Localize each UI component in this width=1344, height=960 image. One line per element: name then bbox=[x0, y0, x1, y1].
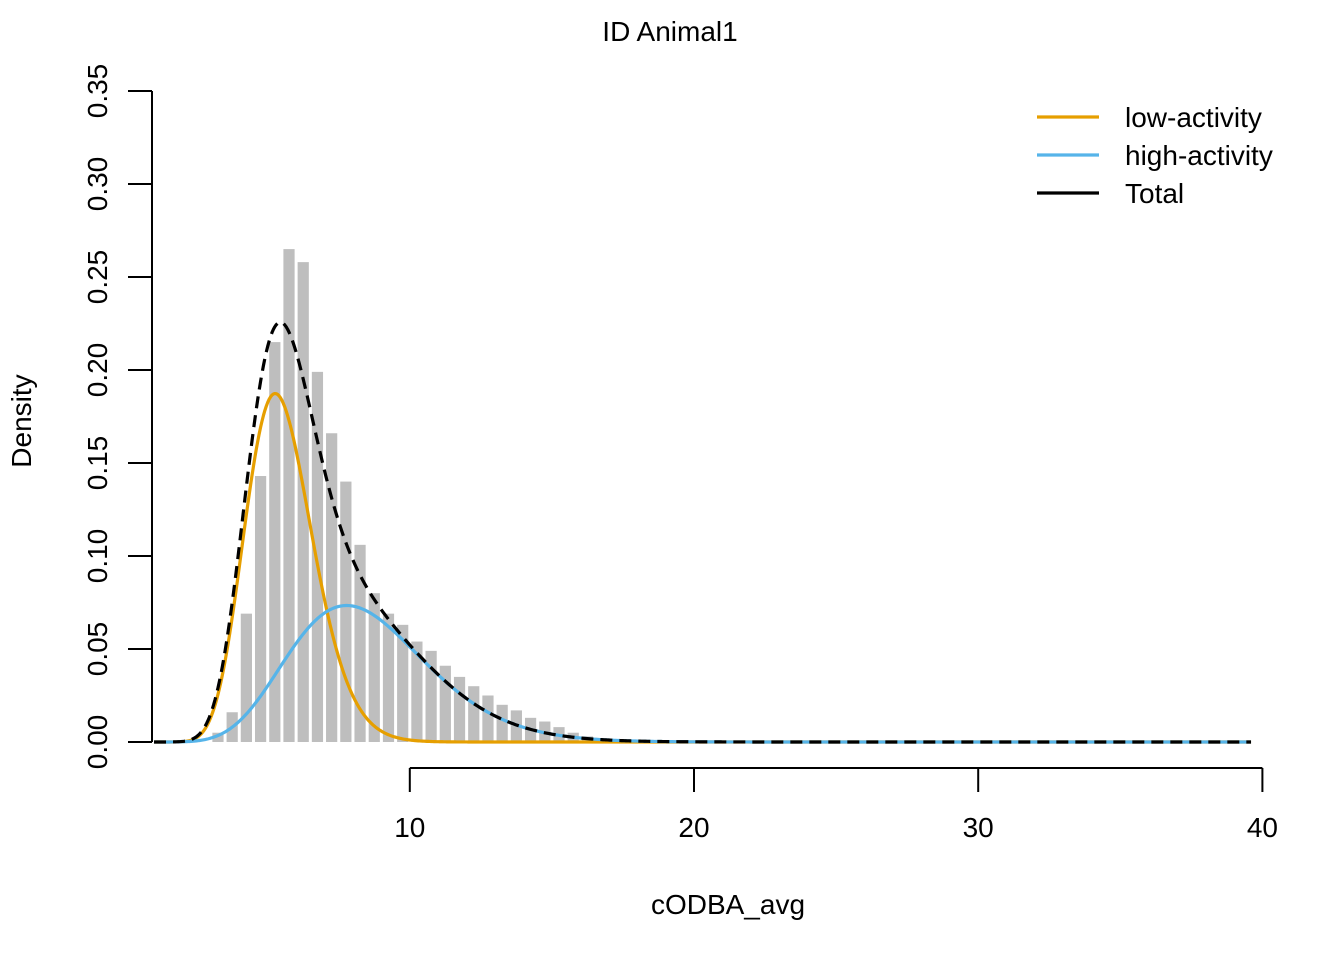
histogram-bar bbox=[382, 613, 395, 742]
legend-label: Total bbox=[1125, 178, 1184, 209]
histogram-bar bbox=[496, 704, 508, 742]
histogram-bar bbox=[340, 481, 352, 742]
histogram-bar bbox=[283, 249, 295, 742]
histogram-bar bbox=[212, 732, 224, 742]
histogram-bar bbox=[254, 476, 267, 742]
histogram-bar bbox=[297, 262, 309, 742]
histogram-bar bbox=[240, 613, 252, 742]
histogram-bar bbox=[368, 593, 380, 742]
series-line-total bbox=[153, 320, 1252, 744]
x-tick-label: 30 bbox=[963, 812, 994, 843]
y-tick-label: 0.20 bbox=[82, 343, 113, 398]
histogram-bar bbox=[439, 665, 451, 742]
y-tick-label: 0.30 bbox=[82, 157, 113, 212]
y-tick-label: 0.00 bbox=[82, 715, 113, 770]
legend: low-activity high-activity Total bbox=[1037, 102, 1273, 209]
y-tick-label: 0.15 bbox=[82, 436, 113, 491]
y-tick-label: 0.35 bbox=[82, 64, 113, 119]
legend-label: high-activity bbox=[1125, 140, 1273, 171]
y-axis-label: Density bbox=[6, 374, 37, 467]
histogram-bar bbox=[326, 433, 338, 742]
y-axis: 0.00 0.05 0.10 0.15 0.20 0.25 0.30 0.35 bbox=[82, 64, 153, 770]
histogram-bar bbox=[453, 676, 466, 742]
histogram-bar bbox=[397, 624, 409, 742]
x-tick-label: 40 bbox=[1247, 812, 1278, 843]
x-axis-label: cODBA_avg bbox=[651, 889, 805, 920]
histogram-bar bbox=[354, 544, 366, 742]
histogram-bar bbox=[468, 686, 480, 742]
density-curves bbox=[153, 320, 1252, 744]
histogram-bar bbox=[482, 695, 494, 742]
y-tick-label: 0.25 bbox=[82, 250, 113, 305]
y-tick-label: 0.05 bbox=[82, 622, 113, 677]
y-tick-label: 0.10 bbox=[82, 529, 113, 584]
histogram-bar bbox=[269, 342, 281, 742]
legend-label: low-activity bbox=[1125, 102, 1262, 133]
histogram-bar bbox=[411, 641, 423, 742]
x-tick-label: 10 bbox=[394, 812, 425, 843]
x-tick-label: 20 bbox=[678, 812, 709, 843]
x-axis: 10 20 30 40 bbox=[394, 767, 1278, 843]
histogram-bar bbox=[425, 650, 437, 742]
chart-title: ID Animal1 bbox=[602, 16, 737, 47]
